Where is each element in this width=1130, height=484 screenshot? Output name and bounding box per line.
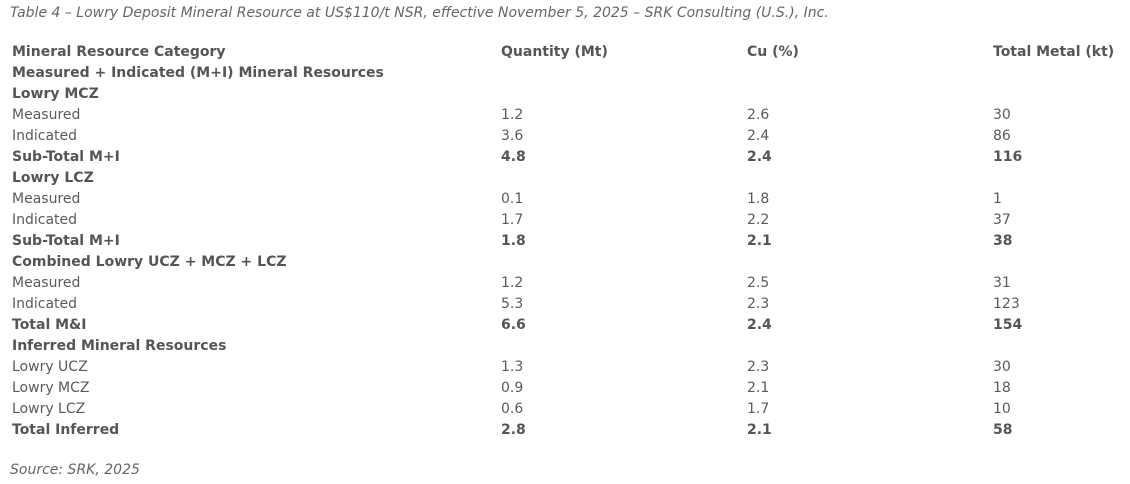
total-row: Sub-Total M+I 4.8 2.4 116 (8, 147, 1124, 168)
category-cell: Indicated (12, 212, 78, 228)
quantity-cell: 1.2 (501, 107, 524, 123)
table-row: Measured 1.2 2.6 30 (8, 105, 1124, 126)
cu-grade-cell: 2.4 (747, 317, 772, 333)
header-total-metal: Total Metal (kt) (993, 44, 1115, 60)
table-row: Lowry MCZ 0.9 2.1 18 (8, 378, 1124, 399)
header-quantity: Quantity (Mt) (501, 44, 608, 60)
quantity-cell: 0.6 (501, 401, 524, 417)
table-caption: Table 4 – Lowry Deposit Mineral Resource… (10, 5, 829, 21)
table-row: Measured 1.2 2.5 31 (8, 273, 1124, 294)
section-heading-row: Measured + Indicated (M+I) Mineral Resou… (8, 63, 1124, 84)
cu-grade-cell: 2.1 (747, 380, 770, 396)
category-cell: Indicated (12, 296, 78, 312)
cu-grade-cell: 2.1 (747, 233, 772, 249)
table-row: Indicated 1.7 2.2 37 (8, 210, 1124, 231)
section-heading-row: Combined Lowry UCZ + MCZ + LCZ (8, 252, 1124, 273)
category-cell: Sub-Total M+I (12, 149, 120, 165)
total-metal-cell: 58 (993, 422, 1013, 438)
category-cell: Indicated (12, 128, 78, 144)
total-metal-cell: 10 (993, 401, 1011, 417)
quantity-cell: 0.9 (501, 380, 524, 396)
total-metal-cell: 1 (993, 191, 1002, 207)
total-metal-cell: 116 (993, 149, 1023, 165)
table-row: Indicated 3.6 2.4 86 (8, 126, 1124, 147)
category-cell: Total M&I (12, 317, 87, 333)
table-row: Lowry LCZ 0.6 1.7 10 (8, 399, 1124, 420)
cu-grade-cell: 2.2 (747, 212, 770, 228)
cu-grade-cell: 2.4 (747, 128, 770, 144)
quantity-cell: 2.8 (501, 422, 526, 438)
cu-grade-cell: 2.1 (747, 422, 772, 438)
table-row: Measured 0.1 1.8 1 (8, 189, 1124, 210)
quantity-cell: 5.3 (501, 296, 524, 312)
quantity-cell: 1.7 (501, 212, 524, 228)
section-heading-row: Lowry LCZ (8, 168, 1124, 189)
total-row: Total Inferred 2.8 2.1 58 (8, 420, 1124, 441)
total-metal-cell: 123 (993, 296, 1020, 312)
quantity-cell: 0.1 (501, 191, 524, 207)
cu-grade-cell: 2.4 (747, 149, 772, 165)
table-body: Measured + Indicated (M+I) Mineral Resou… (8, 63, 1124, 441)
total-metal-cell: 30 (993, 107, 1011, 123)
category-cell: Measured (12, 107, 81, 123)
table-header-row: Mineral Resource Category Quantity (Mt) … (8, 42, 1124, 63)
cu-grade-cell: 2.3 (747, 296, 770, 312)
section-heading: Inferred Mineral Resources (12, 338, 227, 354)
quantity-cell: 4.8 (501, 149, 526, 165)
section-heading: Combined Lowry UCZ + MCZ + LCZ (12, 254, 287, 270)
header-cu-grade: Cu (%) (747, 44, 799, 60)
cu-grade-cell: 2.6 (747, 107, 770, 123)
section-heading: Lowry MCZ (12, 86, 99, 102)
table-row: Lowry UCZ 1.3 2.3 30 (8, 357, 1124, 378)
cu-grade-cell: 1.8 (747, 191, 770, 207)
quantity-cell: 1.3 (501, 359, 524, 375)
source-note: Source: SRK, 2025 (10, 462, 140, 478)
section-heading: Measured + Indicated (M+I) Mineral Resou… (12, 65, 384, 81)
total-metal-cell: 30 (993, 359, 1011, 375)
category-cell: Lowry UCZ (12, 359, 88, 375)
cu-grade-cell: 1.7 (747, 401, 770, 417)
quantity-cell: 1.8 (501, 233, 526, 249)
total-metal-cell: 86 (993, 128, 1011, 144)
header-category: Mineral Resource Category (12, 44, 226, 60)
total-row: Sub-Total M+I 1.8 2.1 38 (8, 231, 1124, 252)
category-cell: Sub-Total M+I (12, 233, 120, 249)
cu-grade-cell: 2.3 (747, 359, 770, 375)
category-cell: Lowry MCZ (12, 380, 90, 396)
section-heading: Lowry LCZ (12, 170, 94, 186)
quantity-cell: 1.2 (501, 275, 524, 291)
quantity-cell: 3.6 (501, 128, 524, 144)
total-metal-cell: 38 (993, 233, 1013, 249)
total-metal-cell: 18 (993, 380, 1011, 396)
cu-grade-cell: 2.5 (747, 275, 770, 291)
category-cell: Total Inferred (12, 422, 120, 438)
total-metal-cell: 31 (993, 275, 1011, 291)
total-metal-cell: 37 (993, 212, 1011, 228)
quantity-cell: 6.6 (501, 317, 526, 333)
total-row: Total M&I 6.6 2.4 154 (8, 315, 1124, 336)
category-cell: Lowry LCZ (12, 401, 86, 417)
category-cell: Measured (12, 191, 81, 207)
category-cell: Measured (12, 275, 81, 291)
section-heading-row: Inferred Mineral Resources (8, 336, 1124, 357)
table-row: Indicated 5.3 2.3 123 (8, 294, 1124, 315)
section-heading-row: Lowry MCZ (8, 84, 1124, 105)
total-metal-cell: 154 (993, 317, 1023, 333)
mineral-resource-table: Mineral Resource Category Quantity (Mt) … (8, 42, 1124, 441)
